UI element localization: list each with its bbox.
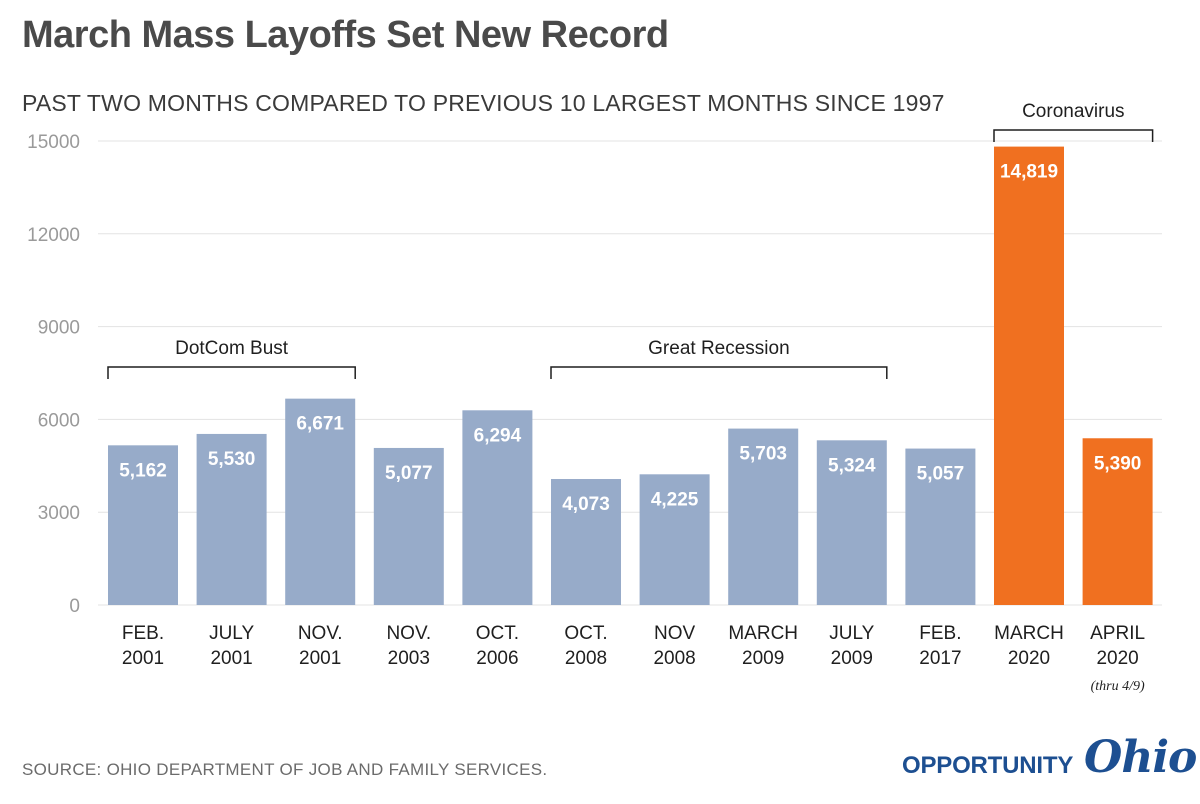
annotation-label: DotCom Bust: [175, 338, 289, 359]
annotation-bracket: [107, 366, 356, 379]
chart-title: March Mass Layoffs Set New Record: [22, 14, 669, 56]
x-tick-label: MARCH: [728, 623, 798, 644]
x-tick-label: 2009: [742, 648, 784, 669]
x-tick-label: NOV: [654, 623, 696, 644]
x-tick-label: 2008: [653, 648, 695, 669]
x-tick-label: 2017: [919, 648, 961, 669]
x-tick-label: FEB.: [122, 623, 164, 644]
x-tick-label: JULY: [209, 623, 254, 644]
x-tick-label: 2020: [1096, 648, 1138, 669]
bar-value-label: 5,390: [1094, 453, 1142, 474]
x-tick-label: 2001: [210, 648, 252, 669]
x-tick-label: JULY: [829, 623, 874, 644]
x-tick-label: 2008: [565, 648, 607, 669]
x-tick-label: 2009: [831, 648, 873, 669]
bar: [816, 440, 887, 605]
y-tick-label: 12000: [27, 225, 80, 246]
x-tick-label: OCT.: [476, 623, 519, 644]
bar-value-label: 5,703: [739, 444, 787, 465]
bar: [196, 433, 267, 605]
y-tick-label: 0: [69, 596, 80, 617]
source-note: SOURCE: OHIO DEPARTMENT OF JOB AND FAMIL…: [22, 760, 548, 779]
y-tick-label: 6000: [38, 410, 80, 431]
bar: [373, 447, 444, 605]
annotation-label: Coronavirus: [1022, 101, 1124, 122]
bar-value-label: 5,077: [385, 463, 433, 484]
x-tick-label: MARCH: [994, 623, 1064, 644]
bar: [1082, 438, 1153, 605]
logo-script: Ohio: [1084, 732, 1197, 783]
annotation-label: Great Recession: [648, 338, 790, 359]
bar: [994, 146, 1064, 605]
y-tick-label: 15000: [27, 132, 80, 153]
y-tick-label: 9000: [38, 318, 80, 339]
bar-value-label: 5,324: [828, 455, 876, 476]
bar-value-label: 14,819: [1000, 162, 1058, 183]
bar-value-label: 5,057: [917, 464, 965, 485]
x-tick-label: OCT.: [564, 623, 607, 644]
chart-subtitle: PAST TWO MONTHS COMPARED TO PREVIOUS 10 …: [22, 90, 945, 116]
x-tick-label: 2001: [299, 648, 341, 669]
bar-footnote: (thru 4/9): [1091, 679, 1145, 694]
bar-value-label: 4,073: [562, 494, 610, 515]
x-tick-label: NOV.: [298, 623, 343, 644]
bar-chart: 0 3000 6000 9000 12000 15000 5,162 FEB. 2001 5,53…: [27, 101, 1162, 694]
bar: [551, 479, 621, 605]
bar-value-label: 5,162: [119, 460, 167, 481]
x-tick-label: NOV.: [386, 623, 431, 644]
opportunity-ohio-logo: OPPORTUNITY Ohio: [902, 732, 1197, 788]
bar-value-label: 6,671: [296, 414, 344, 435]
annotation-bracket: [993, 129, 1154, 142]
bar: [639, 474, 710, 605]
x-tick-label: APRIL: [1090, 623, 1145, 644]
y-tick-label: 3000: [38, 503, 80, 524]
logo-wordmark: OPPORTUNITY: [902, 752, 1074, 779]
bar: [285, 398, 356, 605]
x-tick-label: 2001: [122, 648, 164, 669]
x-tick-label: FEB.: [919, 623, 961, 644]
x-tick-label: 2003: [388, 648, 430, 669]
bar: [108, 445, 178, 605]
bar: [728, 428, 799, 605]
bar-value-label: 6,294: [474, 425, 522, 446]
annotation-bracket: [550, 366, 888, 379]
bar-value-label: 5,530: [208, 449, 256, 470]
x-tick-label: 2006: [476, 648, 518, 669]
bar: [462, 410, 533, 605]
x-tick-label: 2020: [1008, 648, 1050, 669]
bar: [905, 448, 976, 605]
bar-value-label: 4,225: [651, 489, 699, 510]
